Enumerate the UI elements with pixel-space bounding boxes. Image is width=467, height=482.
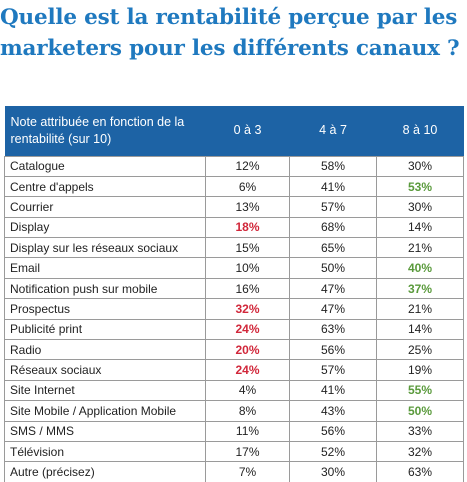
- table-body: Catalogue 12% 58% 30% Centre d'appels 6% 41% 53…: [4, 155, 464, 482]
- table-cell: 56%: [289, 420, 377, 442]
- table-cell: 7%: [205, 461, 290, 482]
- title-line-2: marketers pour les différents canaux ?: [0, 36, 460, 61]
- table-cell: 57%: [289, 359, 377, 381]
- table-row: Catalogue 12% 58% 30%: [4, 155, 464, 177]
- row-label: Notification push sur mobile: [4, 277, 206, 300]
- table-cell: 52%: [289, 440, 377, 463]
- table-cell: 16%: [205, 277, 290, 300]
- table-row: Centre d'appels 6% 41% 53%: [4, 175, 464, 198]
- table-cell: 13%: [205, 196, 290, 218]
- table-row: Courrier 13% 57% 30%: [4, 196, 464, 218]
- table-cell: 4%: [205, 379, 290, 402]
- table-cell: 63%: [289, 318, 377, 341]
- table-row: Télévision 17% 52% 32%: [4, 440, 464, 463]
- table-cell: 41%: [289, 175, 377, 198]
- table-cell: 25%: [376, 339, 464, 361]
- row-label: Email: [4, 257, 206, 279]
- table-row: Display 18% 68% 14%: [4, 216, 464, 239]
- row-label: Display: [4, 216, 206, 239]
- table-cell: 8%: [205, 400, 290, 422]
- table-cell: 24%: [205, 359, 290, 381]
- table-cell: 12%: [205, 155, 290, 177]
- table-cell: 57%: [289, 196, 377, 218]
- table-row: Publicité print 24% 63% 14%: [4, 318, 464, 341]
- table-row: Réseaux sociaux 24% 57% 19%: [4, 359, 464, 381]
- page-title: Quelle est la rentabilité perçue par les…: [0, 2, 467, 64]
- column-header: 4 à 7: [289, 106, 377, 156]
- row-label: Radio: [4, 339, 206, 361]
- table-header-row: Note attribuée en fonction de la rentabi…: [4, 106, 464, 156]
- table-cell: 11%: [205, 420, 290, 442]
- table-cell: 47%: [289, 277, 377, 300]
- row-label: Centre d'appels: [4, 175, 206, 198]
- row-label: Courrier: [4, 196, 206, 218]
- row-label: Télévision: [4, 440, 206, 463]
- column-header: 8 à 10: [376, 106, 464, 156]
- table-cell: 19%: [376, 359, 464, 381]
- title-line-1: Quelle est la rentabilité perçue par les: [0, 5, 458, 30]
- table-cell: 50%: [376, 400, 464, 422]
- table-row: Autre (précisez) 7% 30% 63%: [4, 461, 464, 482]
- table-row: Site Internet 4% 41% 55%: [4, 379, 464, 402]
- column-header: 0 à 3: [205, 106, 290, 156]
- table-cell: 20%: [205, 339, 290, 361]
- row-label: Site Mobile / Application Mobile: [4, 400, 206, 422]
- table-cell: 68%: [289, 216, 377, 239]
- table-cell: 33%: [376, 420, 464, 442]
- table-cell: 6%: [205, 175, 290, 198]
- table-cell: 30%: [289, 461, 377, 482]
- row-label: Réseaux sociaux: [4, 359, 206, 381]
- row-label: Publicité print: [4, 318, 206, 341]
- table-cell: 37%: [376, 277, 464, 300]
- row-label: Catalogue: [4, 155, 206, 177]
- table-row: Site Mobile / Application Mobile 8% 43% 50%: [4, 400, 464, 422]
- table-cell: 10%: [205, 257, 290, 279]
- table-cell: 24%: [205, 318, 290, 341]
- table-cell: 65%: [289, 237, 377, 259]
- table-row: Prospectus 32% 47% 21%: [4, 298, 464, 320]
- table-cell: 41%: [289, 379, 377, 402]
- row-label: Display sur les réseaux sociaux: [4, 237, 206, 259]
- row-label: Site Internet: [4, 379, 206, 402]
- table-cell: 58%: [289, 155, 377, 177]
- table-cell: 32%: [376, 440, 464, 463]
- profitability-table: Note attribuée en fonction de la rentabi…: [4, 106, 464, 482]
- row-label: Prospectus: [4, 298, 206, 320]
- table-row: Display sur les réseaux sociaux 15% 65% 21%: [4, 237, 464, 259]
- table-cell: 15%: [205, 237, 290, 259]
- table-cell: 21%: [376, 237, 464, 259]
- table-cell: 30%: [376, 155, 464, 177]
- row-label: SMS / MMS: [4, 420, 206, 442]
- table-cell: 55%: [376, 379, 464, 402]
- table-cell: 30%: [376, 196, 464, 218]
- table-cell: 21%: [376, 298, 464, 320]
- table-cell: 43%: [289, 400, 377, 422]
- table-cell: 56%: [289, 339, 377, 361]
- table-cell: 50%: [289, 257, 377, 279]
- row-label: Autre (précisez): [4, 461, 206, 482]
- table-cell: 14%: [376, 318, 464, 341]
- table-cell: 18%: [205, 216, 290, 239]
- table-cell: 40%: [376, 257, 464, 279]
- table-cell: 14%: [376, 216, 464, 239]
- table-cell: 17%: [205, 440, 290, 463]
- table-cell: 63%: [376, 461, 464, 482]
- table-row: SMS / MMS 11% 56% 33%: [4, 420, 464, 442]
- table-cell: 47%: [289, 298, 377, 320]
- table-row: Notification push sur mobile 16% 47% 37%: [4, 277, 464, 300]
- table-cell: 32%: [205, 298, 290, 320]
- table-row: Email 10% 50% 40%: [4, 257, 464, 279]
- table-cell: 53%: [376, 175, 464, 198]
- table-row: Radio 20% 56% 25%: [4, 339, 464, 361]
- column-header: Note attribuée en fonction de la rentabi…: [4, 106, 206, 156]
